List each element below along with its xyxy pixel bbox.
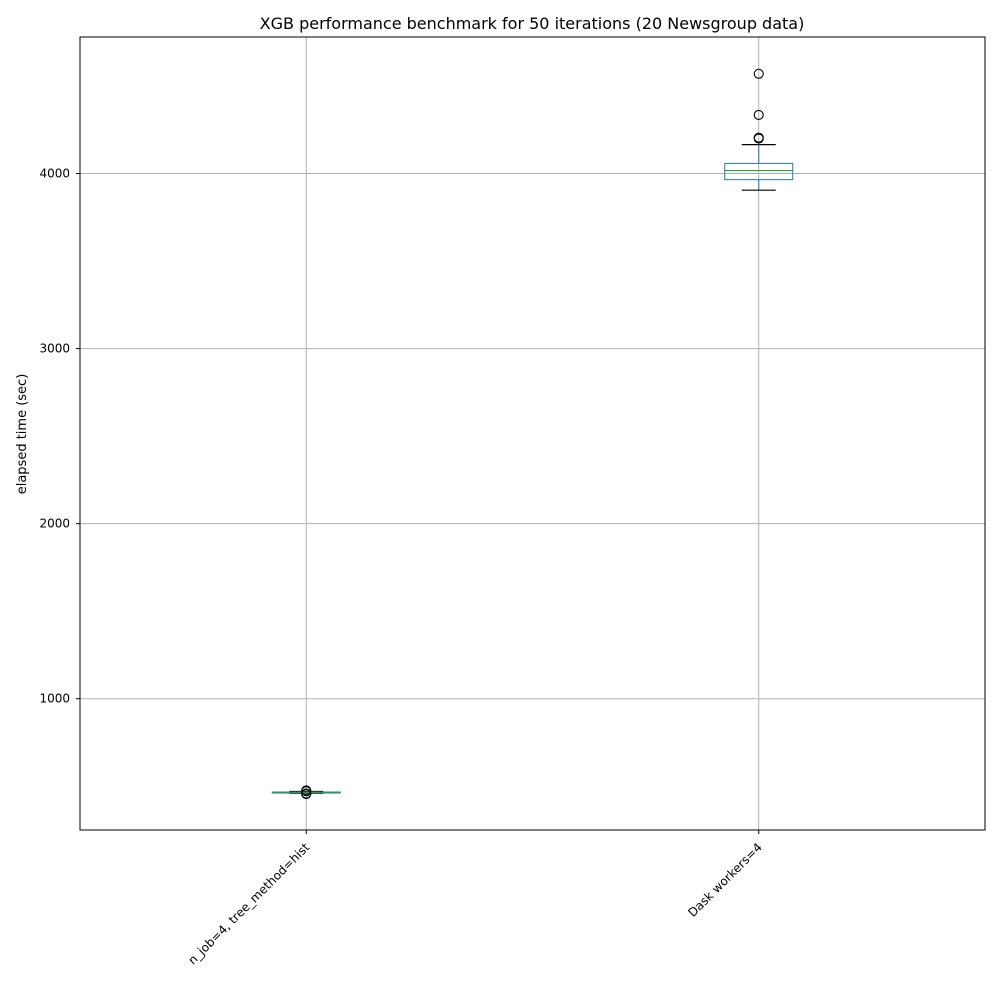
chart-title: XGB performance benchmark for 50 iterati…: [260, 14, 805, 33]
y-tick-label: 1000: [39, 692, 70, 706]
iqr-box: [724, 162, 794, 181]
outlier-point: [301, 788, 312, 799]
outlier-point: [301, 785, 312, 796]
box-2: [724, 68, 794, 191]
axis-ticks: 1000 2000 3000 4000 n_job=4, tree_method=his…: [39, 167, 764, 968]
x-tick-label: n_job=4, tree_method=hist: [185, 840, 312, 967]
x-tick-label: Dask workers=4: [685, 840, 765, 920]
outlier-point: [753, 132, 764, 143]
plot-area-frame: [79, 36, 986, 831]
y-tick-label: 4000: [39, 167, 70, 181]
y-tick-label: 2000: [39, 517, 70, 531]
box-1: [271, 785, 341, 800]
grid-lines: [80, 37, 985, 830]
y-axis-label: elapsed time (sec): [15, 374, 30, 495]
outlier-point: [753, 109, 764, 120]
y-tick-label: 3000: [39, 342, 70, 356]
outlier-point: [753, 68, 764, 79]
box-layer: [271, 68, 794, 800]
